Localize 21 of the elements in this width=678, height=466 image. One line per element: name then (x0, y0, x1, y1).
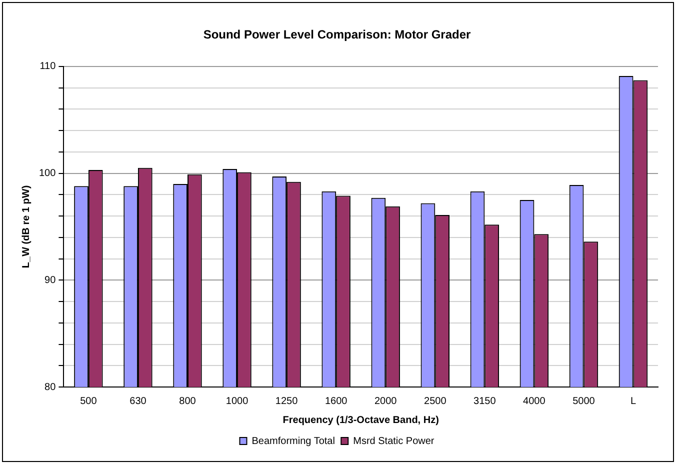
x-tick-label: 3150 (474, 396, 496, 407)
x-tick-label: 2500 (424, 396, 447, 407)
x-tick-label: 2000 (374, 396, 398, 407)
x-tick-label: 1000 (226, 396, 249, 407)
y-axis-title: L_W (dB re 1 pW) (20, 185, 32, 268)
x-tick-label: 4000 (523, 396, 546, 407)
legend-label: Beamforming Total (252, 436, 335, 447)
y-tick-label: 90 (44, 274, 56, 286)
x-axis-title: Frequency (1/3-Octave Band, Hz) (282, 414, 439, 426)
x-tick-label: 800 (179, 396, 196, 407)
chart-title: Sound Power Level Comparison: Motor Grader (203, 28, 472, 42)
x-tick-label: 1250 (275, 396, 298, 407)
x-tick-label: 1600 (324, 396, 348, 407)
y-tick-label: 100 (38, 168, 56, 180)
x-tick-label: L (630, 396, 636, 407)
legend-label: Msrd Static Power (353, 436, 435, 447)
x-tick-label: 5000 (572, 396, 596, 407)
y-tick-label: 110 (40, 61, 56, 72)
x-tick-label: 630 (130, 396, 147, 407)
y-tick-label: 80 (44, 382, 56, 393)
x-tick-label: 500 (80, 396, 98, 407)
